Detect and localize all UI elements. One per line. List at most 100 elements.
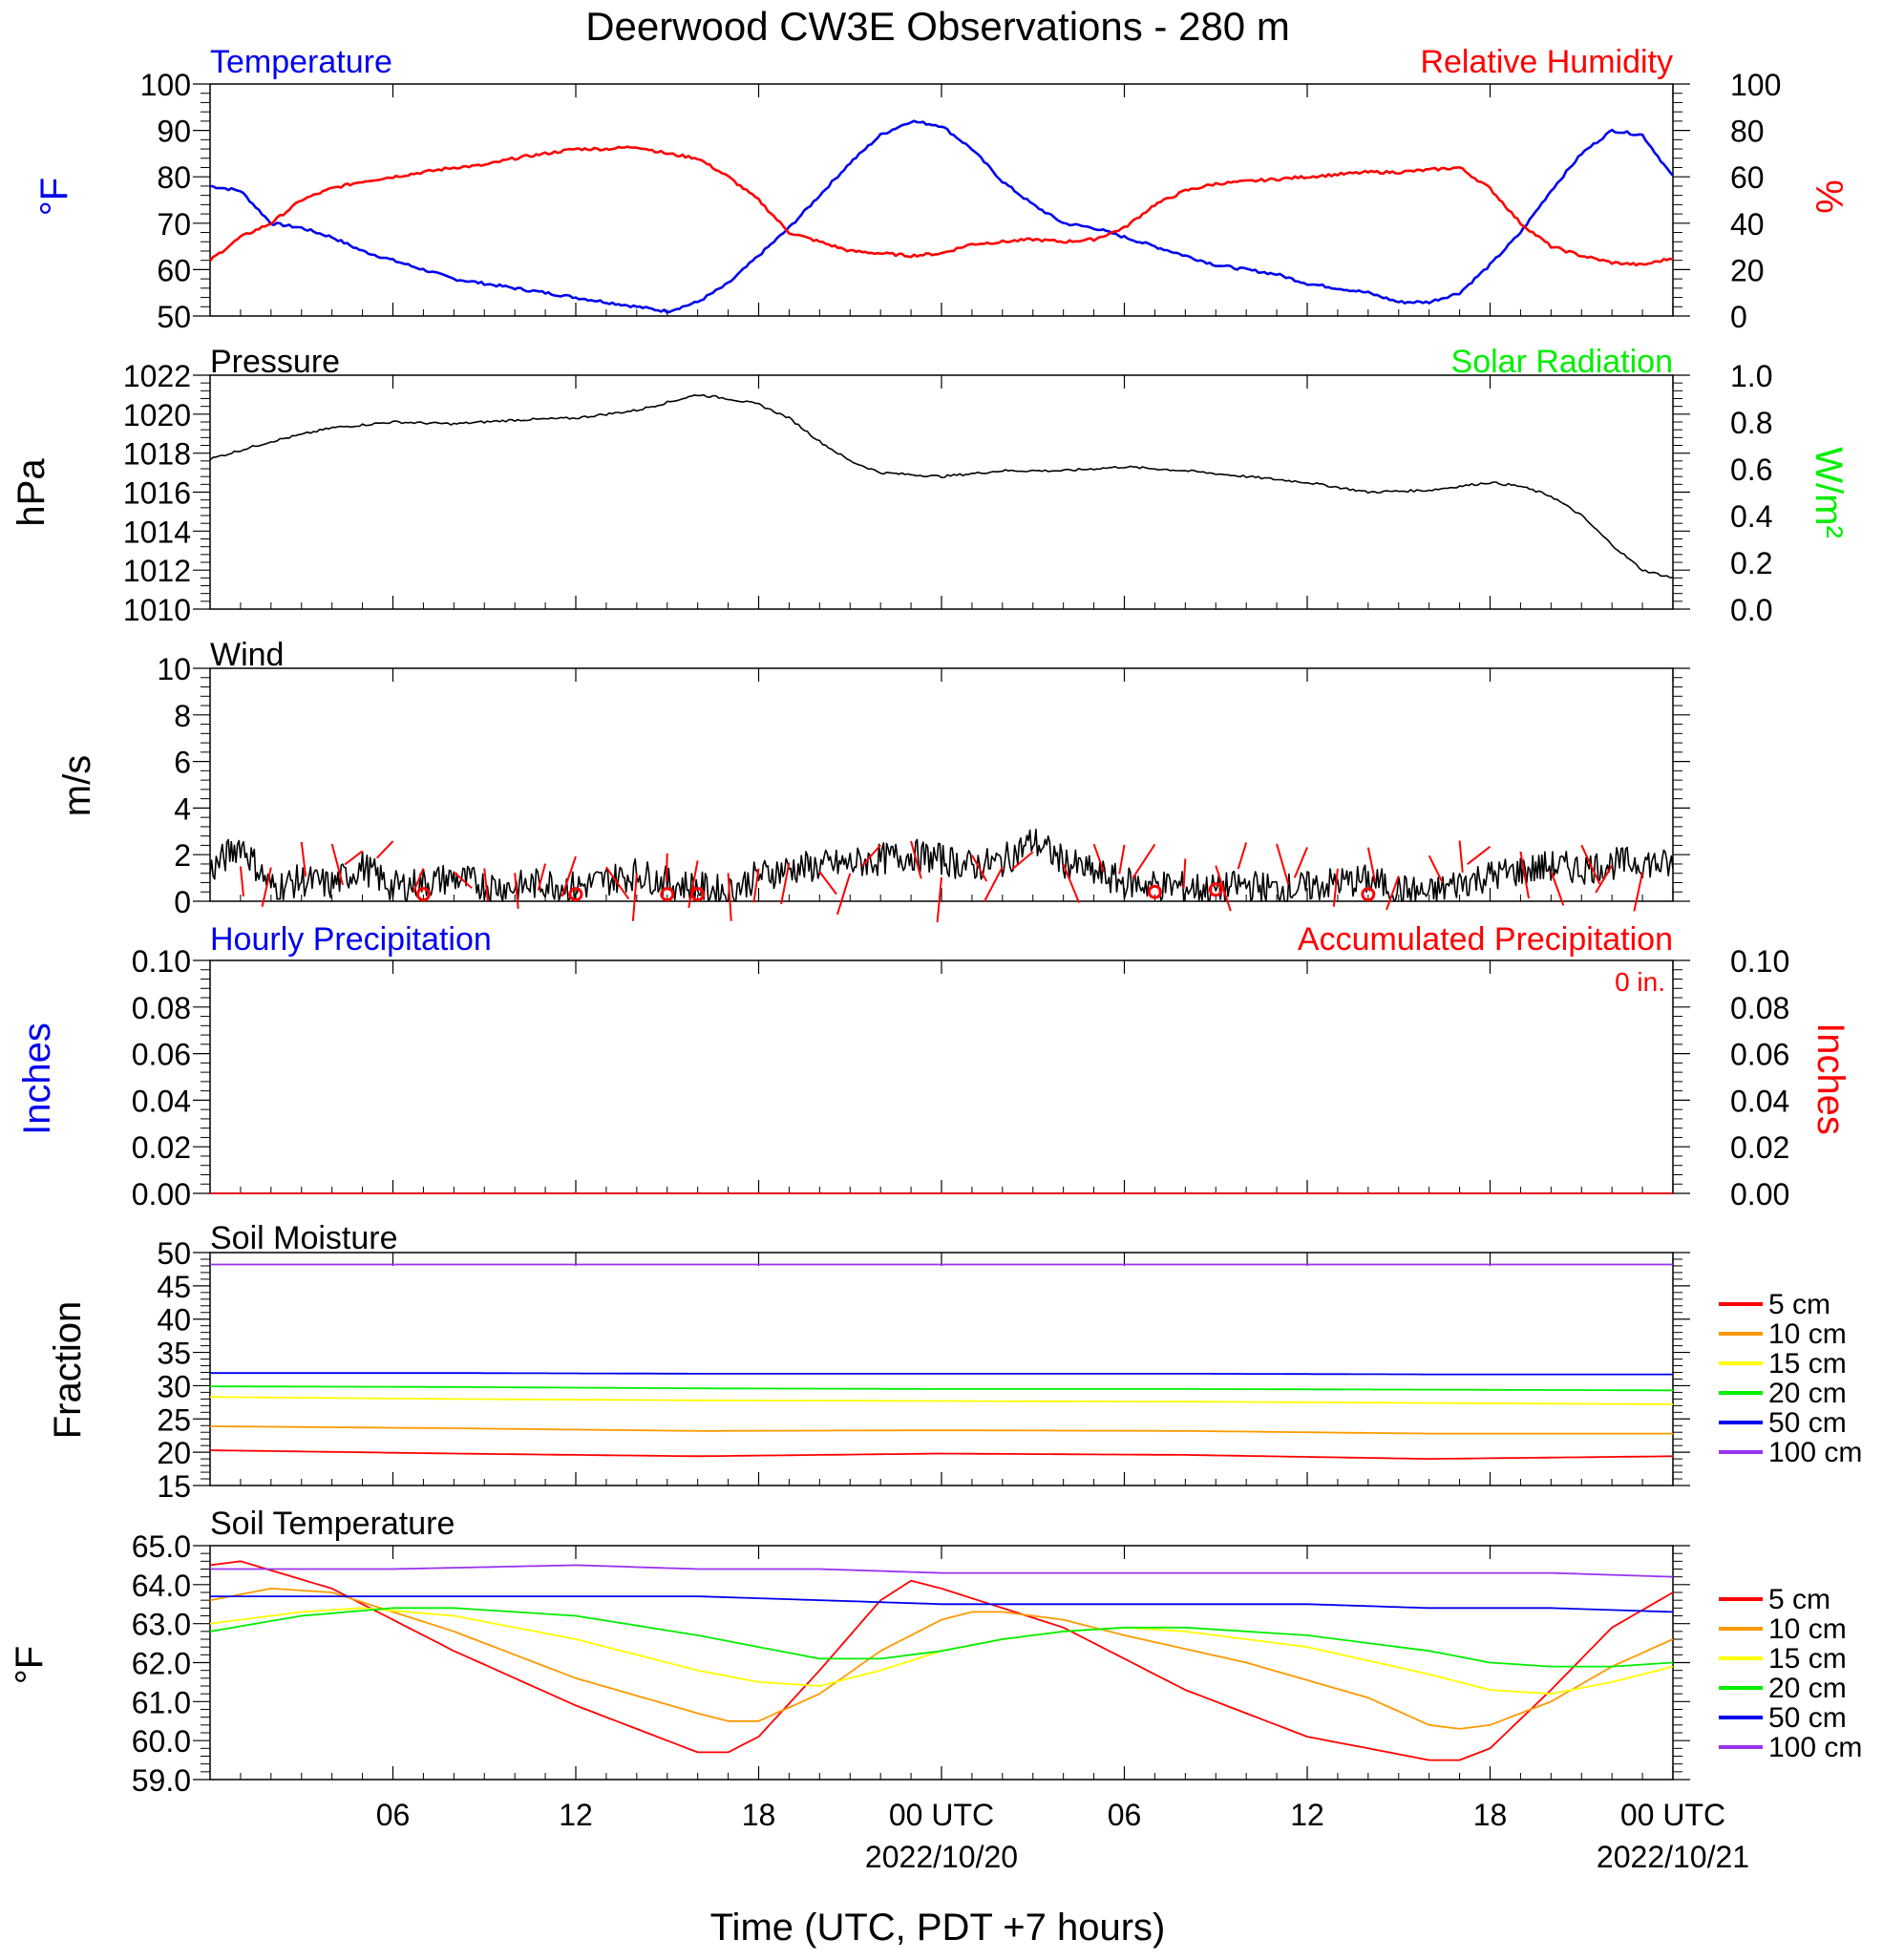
wind-direction-stick <box>1458 840 1464 874</box>
series-line <box>210 1595 1674 1613</box>
y-tick-label: 0.04 <box>132 1084 191 1118</box>
x-date-label: 2022/10/21 <box>1597 1840 1749 1874</box>
wind-calm-marker <box>660 887 675 902</box>
wind-calm-marker <box>1361 887 1376 902</box>
wind-direction-stick <box>561 855 577 897</box>
y-tick-label: 15 <box>157 1469 191 1504</box>
wind-direction-stick <box>752 868 760 903</box>
y-right-tick-label: 0.0 <box>1730 593 1772 627</box>
humidity-unit: % <box>1808 179 1850 214</box>
x-tick-label: 18 <box>742 1798 776 1832</box>
y-tick-label: 1022 <box>123 359 191 393</box>
wind-calm-marker <box>415 887 431 902</box>
y-tick-label: 80 <box>157 160 191 195</box>
y-tick-label: 4 <box>174 791 191 826</box>
wind-direction-stick <box>261 867 272 907</box>
wind-direction-stick <box>1595 865 1614 894</box>
x-tick-label: 12 <box>559 1798 593 1832</box>
y-right-tick-label: 0.06 <box>1730 1038 1789 1072</box>
x-axis-label: Time (UTC, PDT +7 hours) <box>710 1907 1166 1949</box>
solar-unit: W/m² <box>1808 447 1850 538</box>
y-tick-label: 1012 <box>123 554 191 588</box>
y-right-tick-label: 0.04 <box>1730 1084 1789 1118</box>
series-line <box>210 1564 1674 1578</box>
wind-direction-stick <box>1428 854 1444 883</box>
wind-direction-stick <box>1011 851 1034 870</box>
y-right-tick-label: 0.00 <box>1730 1177 1789 1212</box>
y-tick-label: 25 <box>157 1402 191 1437</box>
legend-label: 15 cm <box>1768 1348 1847 1380</box>
y-tick-label: 30 <box>157 1369 191 1403</box>
y-tick-label: 20 <box>157 1436 191 1470</box>
y-right-tick-label: 0.02 <box>1730 1130 1789 1165</box>
y-right-tick-label: 0 <box>1730 300 1747 334</box>
series-line <box>210 1385 1673 1392</box>
y-tick-label: 10 <box>157 652 191 686</box>
wind-direction-stick <box>344 850 364 866</box>
wind-direction-stick <box>330 843 344 886</box>
x-tick-label: 00 UTC <box>1620 1798 1725 1832</box>
y-tick-label: 61.0 <box>132 1685 191 1719</box>
y-tick-label: 65.0 <box>132 1529 191 1564</box>
wind-direction-stick <box>514 873 519 909</box>
chart-title: Deerwood CW3E Observations - 280 m <box>585 4 1290 49</box>
panel-precipitation: Hourly Precipitation Accumulated Precipi… <box>16 921 1851 1212</box>
wind-direction-stick <box>1132 843 1156 879</box>
panel-soil-temperature: Soil Temperature °F 59.0 60.0 61.0 62.0 63.0… <box>9 1506 1690 1798</box>
wind-direction-stick <box>836 873 852 916</box>
y-tick-label: 63.0 <box>132 1608 191 1642</box>
wind-unit: m/s <box>56 755 98 816</box>
legend-label: 15 cm <box>1768 1643 1847 1675</box>
hourly-precip-title: Hourly Precipitation <box>210 921 492 958</box>
wind-direction-stick <box>376 840 394 859</box>
wind-direction-stick <box>1332 868 1339 907</box>
legend-label: 50 cm <box>1768 1407 1847 1439</box>
wind-direction-stick <box>1519 851 1530 899</box>
y-tick-label: 1018 <box>123 437 191 472</box>
y-right-tick-label: 60 <box>1730 160 1765 195</box>
legend-label: 10 cm <box>1768 1613 1847 1645</box>
y-tick-label: 0.02 <box>132 1130 191 1165</box>
series-line <box>209 1449 1674 1460</box>
wind-direction-stick <box>1092 843 1105 873</box>
wind-direction-stick <box>818 871 837 896</box>
wind-direction-stick <box>1386 875 1400 911</box>
panel-pressure: Pressure Solar Radiation hPa W/m² 1010 10… <box>11 344 1850 627</box>
wind-direction-stick <box>1550 871 1565 906</box>
y-tick-label: 0 <box>174 885 191 919</box>
y-right-tick-label: 0.8 <box>1730 406 1772 440</box>
wind-calm-marker <box>568 887 583 902</box>
x-date-label: 2022/10/20 <box>865 1840 1018 1874</box>
panel-wind: Wind m/s 0 2 4 6 8 10 <box>56 637 1690 923</box>
y-right-tick-label: 0.10 <box>1730 944 1789 979</box>
wind-direction-stick <box>727 873 732 921</box>
soil-temperature-title: Soil Temperature <box>210 1506 455 1542</box>
wind-direction-stick <box>300 841 307 877</box>
wind-direction-stick <box>1118 844 1126 875</box>
y-tick-label: 50 <box>157 1236 191 1271</box>
y-right-tick-label: 0.2 <box>1730 546 1772 580</box>
y-right-tick-label: 20 <box>1730 253 1765 287</box>
soil-temperature-unit: °F <box>9 1646 51 1684</box>
wind-direction-stick <box>1366 847 1377 882</box>
y-tick-label: 1020 <box>123 398 191 432</box>
series-line <box>209 1607 1674 1668</box>
temperature-title: Temperature <box>210 44 392 80</box>
y-tick-label: 100 <box>140 68 191 102</box>
x-axis: Time (UTC, PDT +7 hours) 06 12 18 00 UTC 202… <box>376 1798 1749 1949</box>
y-tick-label: 0.06 <box>132 1038 191 1072</box>
wind-direction-stick <box>1062 864 1080 903</box>
accum-precip-title: Accumulated Precipitation <box>1298 921 1673 958</box>
wind-direction-stick <box>1633 872 1644 912</box>
accum-precip-unit: Inches <box>1809 1022 1851 1135</box>
y-tick-label: 0.10 <box>132 944 191 979</box>
series-line <box>210 1372 1673 1376</box>
y-tick-label: 2 <box>174 838 191 873</box>
wind-direction-stick <box>1237 842 1248 870</box>
